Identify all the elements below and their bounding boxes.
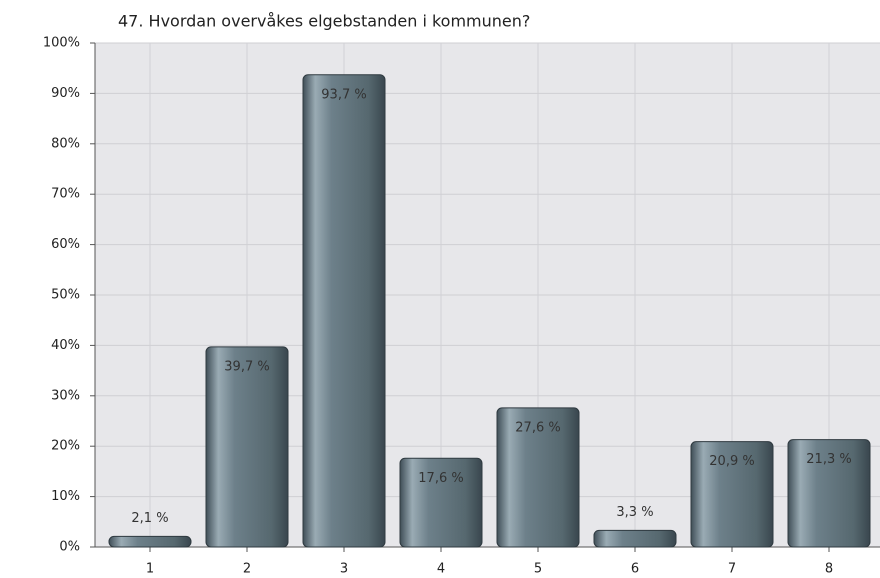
y-tick-label: 40% [51, 338, 80, 353]
value-label: 93,7 % [321, 87, 366, 102]
bar [302, 74, 386, 548]
y-tick-label: 80% [51, 136, 80, 151]
x-tick-label: 6 [631, 562, 639, 577]
y-tick-label: 30% [51, 388, 80, 403]
x-tick-label: 2 [243, 562, 251, 577]
x-tick-label: 7 [728, 562, 736, 577]
bar [690, 441, 774, 548]
bar [205, 346, 289, 548]
x-tick-label: 4 [437, 562, 445, 577]
x-tick-label: 8 [825, 562, 833, 577]
bar [108, 535, 192, 548]
chart-title: 47. Hvordan overvåkes elgebstanden i kom… [118, 12, 530, 31]
value-label: 21,3 % [806, 452, 851, 467]
value-label: 17,6 % [418, 471, 463, 486]
bar [399, 457, 483, 548]
value-label: 3,3 % [616, 505, 653, 520]
value-label: 39,7 % [224, 359, 269, 374]
y-tick-label: 50% [51, 288, 80, 303]
y-tick-label: 20% [51, 439, 80, 454]
bar [496, 407, 580, 548]
x-tick-label: 1 [146, 562, 154, 577]
value-label: 2,1 % [131, 511, 168, 526]
y-tick-label: 90% [51, 86, 80, 101]
y-tick-label: 10% [51, 489, 80, 504]
y-tick-label: 70% [51, 187, 80, 202]
x-tick-label: 5 [534, 562, 542, 577]
y-tick-label: 60% [51, 237, 80, 252]
y-tick-label: 0% [59, 540, 80, 555]
value-label: 27,6 % [515, 420, 560, 435]
y-tick-label: 100% [43, 36, 80, 51]
bar [593, 529, 677, 548]
bar [787, 439, 871, 548]
value-label: 20,9 % [709, 454, 754, 469]
x-tick-label: 3 [340, 562, 348, 577]
